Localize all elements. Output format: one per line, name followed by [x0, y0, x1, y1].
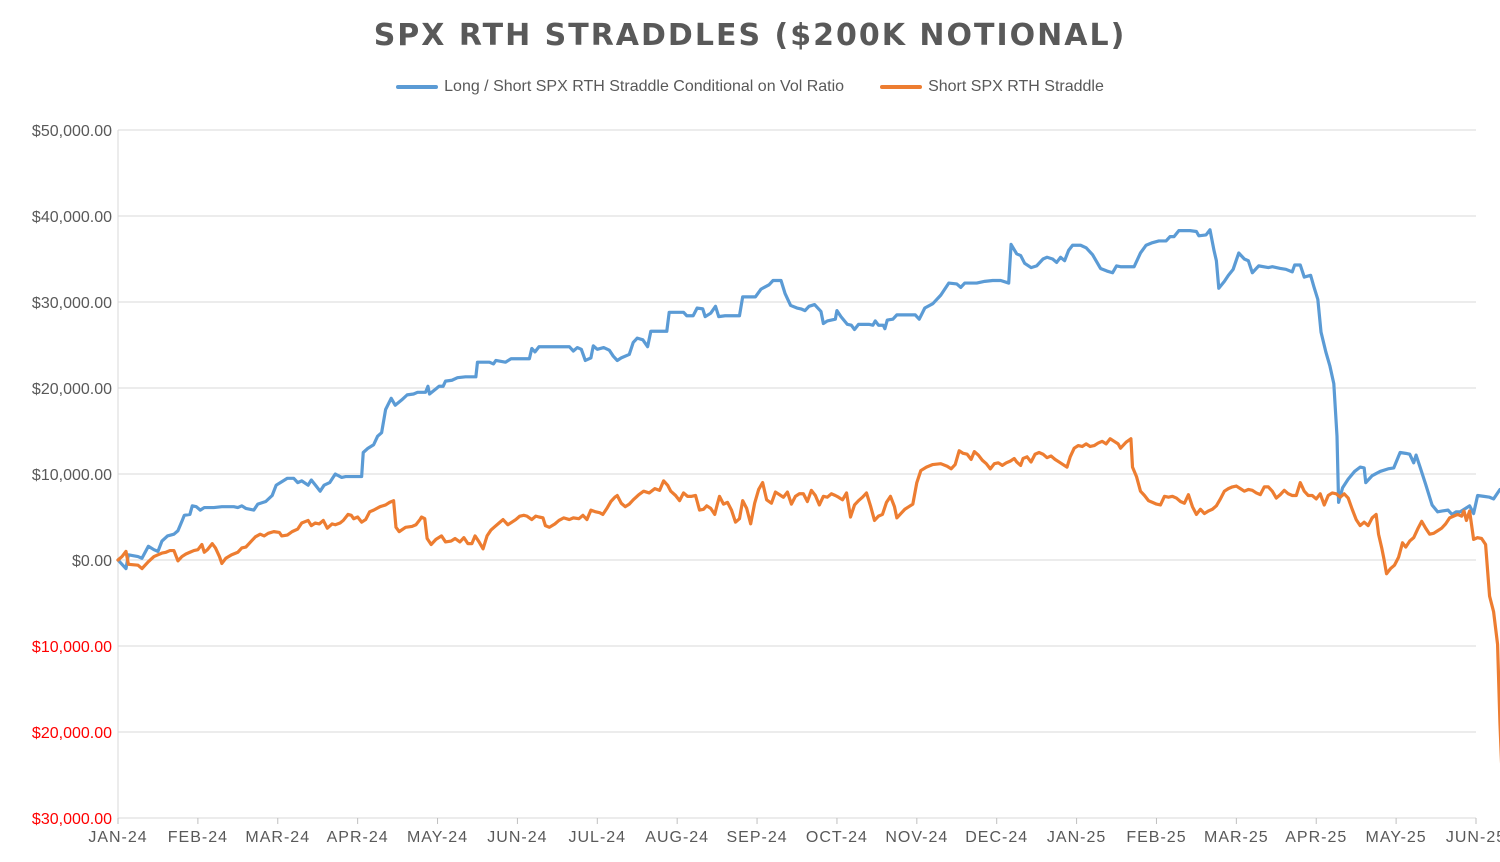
x-tick-label-4: MAY-24	[407, 829, 468, 846]
legend-label-short: Short SPX RTH Straddle	[928, 78, 1104, 95]
x-tick-label-14: MAR-25	[1204, 829, 1269, 846]
chart-title: SPX RTH STRADDLES ($200K NOTIONAL)	[373, 18, 1127, 53]
legend-entry-short: Short SPX RTH Straddle	[880, 78, 1104, 96]
legend-swatch-short	[880, 85, 923, 89]
x-tick-label-1: FEB-24	[168, 829, 228, 846]
y-tick-label-1: $40,000.00	[32, 209, 112, 226]
x-tick-label-13: FEB-25	[1126, 829, 1186, 846]
y-tick-label-7: $20,000.00	[32, 725, 112, 742]
series-line-1	[116, 437, 1500, 764]
x-tick-label-7: AUG-24	[645, 829, 709, 846]
x-tick-label-9: OCT-24	[806, 829, 868, 846]
y-tick-label-3: $20,000.00	[32, 381, 112, 398]
x-tick-label-8: SEP-24	[726, 829, 787, 846]
y-tick-label-0: $50,000.00	[32, 123, 112, 140]
y-tick-label-8: $30,000.00	[32, 811, 112, 828]
legend-swatch-long-short	[396, 85, 439, 89]
legend-entry-long-short: Long / Short SPX RTH Straddle Conditiona…	[396, 78, 844, 96]
series-line-0	[116, 228, 1500, 571]
x-tick-label-0: JAN-24	[88, 829, 147, 846]
chart-legend: Long / Short SPX RTH Straddle Conditiona…	[0, 78, 1500, 96]
x-tick-label-10: NOV-24	[885, 829, 948, 846]
y-tick-label-6: $10,000.00	[32, 639, 112, 656]
x-tick-label-2: MAR-24	[245, 829, 310, 846]
x-tick-label-15: APR-25	[1285, 829, 1347, 846]
y-tick-label-4: $10,000.00	[32, 467, 112, 484]
x-tick-label-16: MAY-25	[1366, 829, 1427, 846]
x-tick-label-6: JUL-24	[569, 829, 627, 846]
x-tick-label-17: JUN-25	[1446, 829, 1500, 846]
y-tick-label-2: $30,000.00	[32, 295, 112, 312]
legend-label-long-short: Long / Short SPX RTH Straddle Conditiona…	[444, 78, 845, 95]
y-tick-label-5: $0.00	[72, 553, 112, 570]
x-tick-label-3: APR-24	[327, 829, 389, 846]
x-tick-label-12: JAN-25	[1047, 829, 1106, 846]
x-tick-label-5: JUN-24	[487, 829, 547, 846]
x-tick-label-11: DEC-24	[965, 829, 1028, 846]
